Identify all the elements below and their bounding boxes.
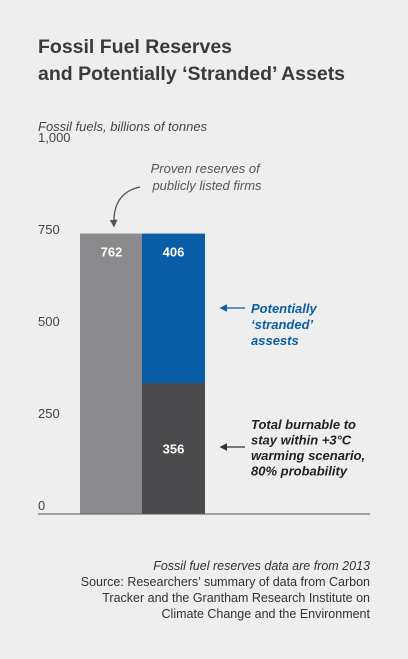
y-tick-label: 1,000 [38,130,71,145]
annotation-burnable-line-4: 80% probability [251,464,348,479]
bar-value-label: 762 [101,245,123,260]
annotation-stranded-assets: Potentially ‘stranded’ assests [251,301,320,348]
y-tick-label: 250 [38,406,60,421]
annotation-burnable-line-2: stay within +3°C [251,433,352,448]
annotation-stranded-line-2: ‘stranded’ [251,317,314,332]
bar-value-label: 406 [163,245,185,260]
annotation-burnable-line-3: warming scenario, [251,448,365,463]
chart-area: Fossil fuels, billions of tonnes 0 250 500… [38,119,370,515]
footer-source-line-3: Climate Change and the Environment [161,607,370,621]
bar-value-label: 356 [163,441,185,456]
proven-reserves-arrow [109,186,141,228]
y-axis-label: Fossil fuels, billions of tonnes [38,119,208,134]
bar-segment-762 [80,233,143,515]
annotation-stranded-line-1: Potentially [251,301,318,316]
annotation-proven-line-2: publicly listed firms [151,178,262,193]
y-tick-label: 500 [38,314,60,329]
footer-source-line-1: Source: Researchers’ summary of data fro… [80,575,370,589]
y-tick-label: 0 [38,498,45,513]
bar-segment-406 [142,233,205,383]
chart-title-line-2: and Potentially ‘Stranded’ Assets [38,63,346,85]
annotation-proven-reserves: Proven reserves of publicly listed firms [151,161,264,193]
y-tick-label: 750 [38,222,60,237]
annotation-burnable-line-1: Total burnable to [251,417,356,432]
chart-title-line-1: Fossil Fuel Reserves [38,36,233,58]
annotation-total-burnable: Total burnable to stay within +3°C warmi… [251,417,369,479]
chart-footer: Fossil fuel reserves data are from 2013 … [10,558,370,622]
bar-segment-356 [142,382,205,514]
chart-title: Fossil Fuel Reserves and Potentially ‘St… [38,34,388,88]
annotation-stranded-line-3: assests [251,333,299,348]
footer-note: Fossil fuel reserves data are from 2013 [153,559,370,573]
annotation-proven-line-1: Proven reserves of [151,161,261,176]
footer-source-line-2: Tracker and the Grantham Research Instit… [102,591,370,605]
